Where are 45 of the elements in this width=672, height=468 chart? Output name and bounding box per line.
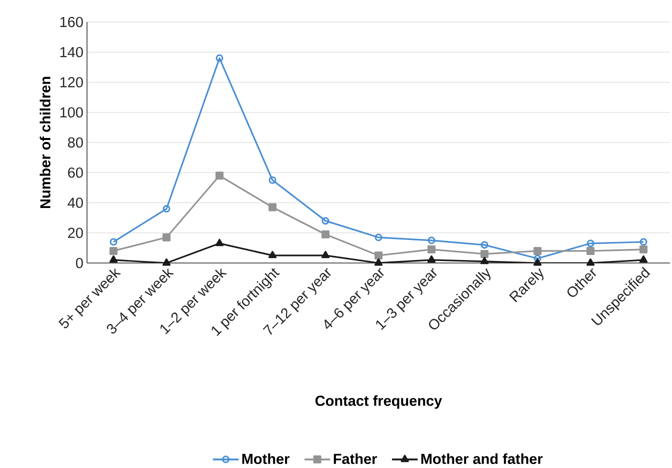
- point: [110, 246, 118, 255]
- legend-label: Mother: [242, 453, 290, 464]
- point: [480, 250, 488, 258]
- y-tick-label: 0: [76, 258, 83, 268]
- point: [322, 217, 330, 225]
- point: [162, 205, 170, 213]
- point: [268, 250, 277, 258]
- y-tick-label: 120: [60, 77, 83, 88]
- y-tick-label: 60: [68, 167, 83, 178]
- point: [639, 255, 648, 263]
- x-axis-title: Contact frequency: [315, 395, 442, 409]
- point: [586, 240, 594, 248]
- point: [428, 236, 436, 244]
- point: [374, 234, 382, 242]
- point: [427, 255, 436, 263]
- point: [534, 246, 542, 255]
- point: [480, 256, 489, 264]
- point: [374, 251, 382, 260]
- point: [321, 250, 330, 258]
- legend-label: Father: [334, 453, 377, 464]
- point: [533, 258, 542, 266]
- point: [428, 245, 436, 254]
- point: [216, 172, 224, 180]
- y-tick-label: 140: [60, 46, 83, 58]
- y-tick-label: 80: [68, 137, 83, 148]
- point: [268, 203, 277, 212]
- y-tick-label: 160: [60, 16, 83, 28]
- y-tick-label: 20: [68, 228, 83, 238]
- point: [534, 254, 542, 262]
- point: [109, 255, 118, 263]
- point: [216, 54, 224, 62]
- point: [322, 230, 330, 238]
- point: [162, 233, 171, 242]
- y-tick-label: 40: [68, 198, 83, 208]
- point: [480, 241, 488, 249]
- point: [268, 176, 276, 184]
- legend-label: Mother and father: [421, 453, 543, 464]
- point: [586, 246, 594, 255]
- y-axis-title: Number of children: [40, 76, 50, 208]
- point: [374, 258, 383, 266]
- point: [162, 258, 171, 266]
- point: [586, 258, 595, 266]
- point: [639, 245, 648, 254]
- y-tick-label: 100: [60, 107, 83, 118]
- point: [215, 238, 224, 246]
